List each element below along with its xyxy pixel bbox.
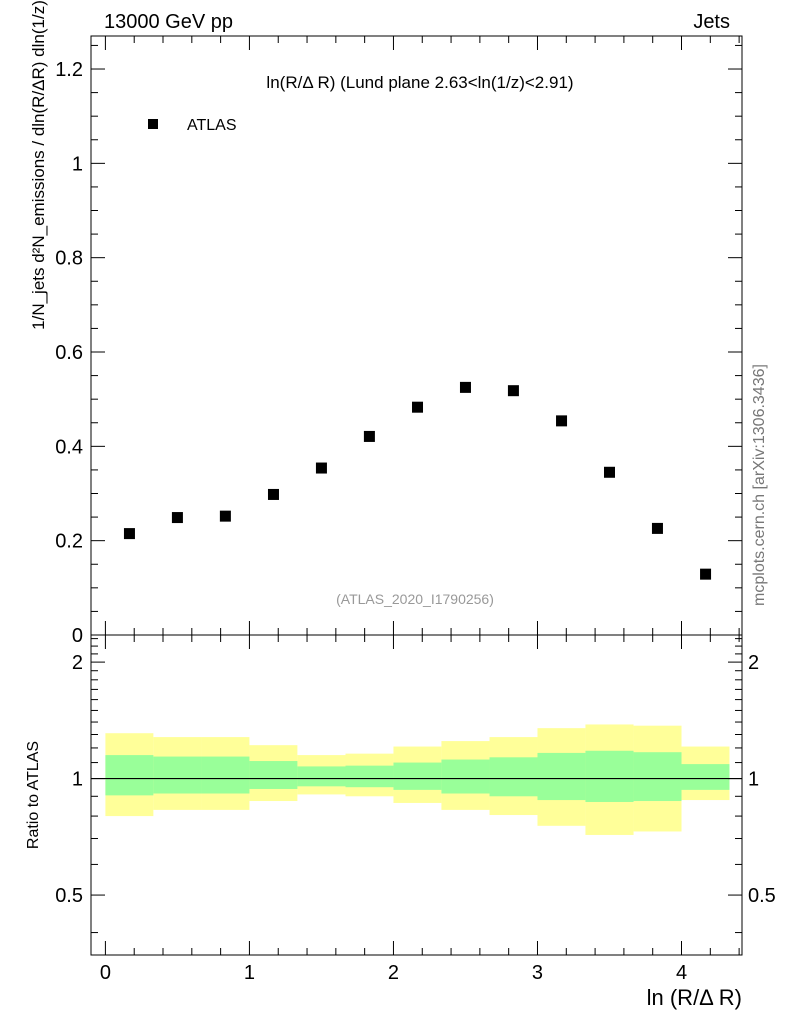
y-tick-label: 0.6 — [55, 342, 83, 364]
ratio-plot-xlabel: ln (R/Δ R) — [647, 985, 742, 1010]
ratio-y-tick-label-left: 0.5 — [55, 885, 83, 907]
band-bin — [537, 752, 586, 801]
x-tick-label: 1 — [244, 962, 255, 984]
x-tick-label: 4 — [676, 962, 687, 984]
main-plot-ylabel: 1/N_jets d²N_emissions / dln(R/ΔR) dln(1… — [29, 0, 48, 330]
data-point — [651, 522, 663, 534]
band-bin — [201, 756, 250, 794]
data-point — [412, 401, 424, 413]
data-point — [459, 381, 471, 393]
uncertainty-band-inner — [105, 750, 730, 802]
data-point — [363, 430, 375, 442]
y-tick-label: 0 — [72, 625, 83, 647]
data-point — [507, 385, 519, 397]
ratio-y-tick-label-left: 1 — [72, 769, 83, 791]
band-bin — [633, 752, 682, 802]
main-plot-title: ln(R/Δ R) (Lund plane 2.63<ln(1/z)<2.91) — [266, 73, 573, 92]
band-bin — [489, 757, 538, 797]
data-point — [219, 510, 231, 522]
x-axis: 0 1 2 3 4 — [100, 36, 740, 984]
data-point — [603, 466, 615, 478]
data-point — [315, 462, 327, 474]
data-point — [123, 528, 135, 540]
ratio-y-tick-label-right: 1 — [748, 769, 759, 791]
data-point — [556, 415, 568, 427]
band-bin — [105, 755, 154, 796]
band-bin — [441, 759, 490, 794]
main-plot-panel: 0 0.2 0.4 0.6 0.8 1 1.2 — [55, 35, 743, 647]
ratio-plot-panel: 0 1 2 3 4 0.5 0.5 1 1 2 2 — [55, 36, 776, 984]
band-bin — [297, 766, 346, 787]
band-bin — [153, 756, 202, 794]
main-plot-y-axis: 0 0.2 0.4 0.6 0.8 1 1.2 — [55, 44, 742, 647]
side-label: mcplots.cern.ch [arXiv:1306.3436] — [751, 364, 768, 606]
legend-label-atlas: ATLAS — [187, 117, 237, 134]
ratio-y-tick-label-left: 2 — [72, 652, 83, 674]
x-tick-label: 2 — [388, 962, 399, 984]
band-bin — [585, 750, 634, 802]
data-point — [267, 488, 279, 500]
analysis-watermark: (ATLAS_2020_I1790256) — [336, 591, 494, 607]
ratio-plot-ylabel: Ratio to ATLAS — [25, 741, 42, 849]
band-bin — [681, 764, 730, 790]
ratio-y-axis: 0.5 0.5 1 1 2 2 — [55, 638, 776, 934]
band-bin — [345, 765, 394, 788]
legend-marker-atlas — [148, 119, 158, 129]
y-tick-label: 0.4 — [55, 436, 83, 458]
x-tick-label: 3 — [532, 962, 543, 984]
ratio-y-tick-label-right: 0.5 — [748, 885, 776, 907]
y-tick-label: 0.8 — [55, 248, 83, 270]
header-left: 13000 GeV pp — [104, 11, 233, 33]
y-tick-label: 1.2 — [55, 59, 83, 81]
ratio-plot-frame — [90, 634, 743, 956]
data-point — [171, 512, 183, 524]
band-bin — [249, 761, 298, 789]
y-tick-label: 0.2 — [55, 531, 83, 553]
band-bin — [393, 762, 442, 790]
ratio-y-tick-label-right: 2 — [748, 652, 759, 674]
data-point — [700, 568, 712, 580]
y-tick-label: 1 — [72, 153, 83, 175]
header-right: Jets — [693, 11, 730, 33]
x-tick-label: 0 — [100, 962, 111, 984]
